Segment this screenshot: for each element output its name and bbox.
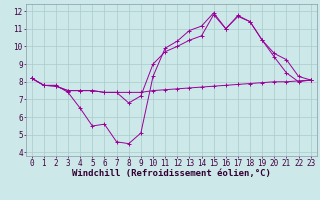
X-axis label: Windchill (Refroidissement éolien,°C): Windchill (Refroidissement éolien,°C) (72, 169, 271, 178)
